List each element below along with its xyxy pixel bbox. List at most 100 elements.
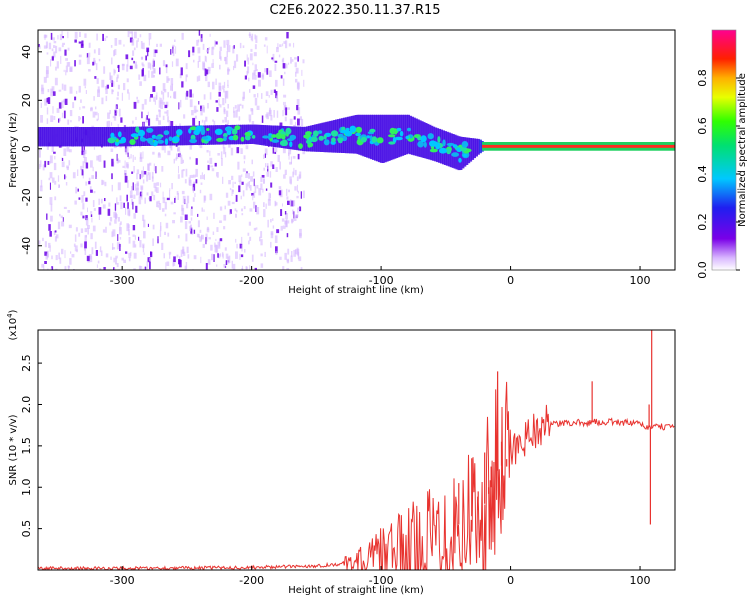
heatmap-band	[197, 125, 201, 145]
heatmap-speckle	[171, 61, 174, 67]
heatmap-speckle	[167, 78, 170, 81]
heatmap-speckle	[188, 50, 191, 58]
heatmap-band	[45, 127, 49, 147]
heatmap-speckle	[295, 121, 296, 128]
y-tick-label: 1.0	[20, 478, 33, 496]
heatmap-band	[263, 125, 267, 146]
colorbar-frame	[711, 29, 737, 271]
heatmap-speckle	[113, 257, 115, 263]
heatmap-speckle	[203, 120, 206, 127]
heatmap-band	[210, 125, 214, 145]
heatmap-speckle	[117, 158, 119, 163]
heatmap-speckle	[148, 197, 150, 200]
heatmap-band	[102, 127, 106, 147]
heatmap-band	[164, 126, 168, 146]
heatmap-speckle	[265, 203, 267, 209]
heatmap-speckle	[102, 180, 105, 185]
heatmap-speckle	[69, 86, 73, 94]
heatmap-speckle	[283, 94, 287, 98]
heatmap-speckle	[223, 214, 227, 221]
heatmap-speckle	[43, 45, 47, 49]
heatmap-speckle	[156, 187, 159, 193]
heatmap-speckle	[104, 198, 106, 202]
heatmap-speckle	[200, 182, 203, 185]
heatmap-speckle	[102, 33, 104, 41]
heatmap-speckle	[39, 45, 41, 49]
heatmap-band	[65, 127, 69, 147]
heatmap-speckle	[206, 226, 210, 231]
heatmap-speckle	[61, 161, 65, 168]
heatmap-speckle	[185, 74, 187, 82]
heatmap-speckle	[247, 232, 250, 236]
heatmap-speckle	[160, 102, 163, 109]
heatmap-speckle	[222, 85, 225, 90]
heatmap-speckle	[154, 187, 157, 192]
heatmap-speckle	[104, 86, 108, 90]
heatmap-speckle	[46, 143, 49, 150]
heatmap-speckle	[72, 102, 75, 109]
heatmap-speckle	[236, 147, 240, 154]
heatmap-speckle	[293, 116, 296, 120]
heatmap-speckle	[212, 119, 214, 122]
heatmap-band	[236, 124, 240, 145]
heatmap-speckle	[260, 263, 264, 268]
heatmap-speckle	[139, 174, 141, 180]
heatmap-band	[41, 127, 45, 147]
heatmap-speckle	[111, 89, 114, 95]
heatmap-speckle	[272, 164, 275, 169]
heatmap-band	[199, 125, 203, 145]
heatmap-speckle	[292, 200, 296, 207]
heatmap-speckle	[170, 95, 172, 99]
heatmap-speckle	[43, 76, 47, 83]
heatmap-speckle	[132, 201, 134, 210]
heatmap-speckle	[121, 92, 123, 101]
heatmap-speckle	[61, 44, 64, 48]
heatmap-speckle	[51, 56, 54, 61]
heatmap-speckle	[160, 222, 162, 230]
heatmap-speckle	[116, 97, 119, 100]
heatmap-speckle	[199, 189, 202, 194]
heatmap-speckle	[192, 117, 196, 126]
heatmap-speckle	[117, 217, 120, 222]
heatmap-speckle	[177, 192, 179, 200]
heatmap-speckle	[179, 151, 181, 158]
heatmap-speckle	[64, 250, 66, 259]
heatmap-peak	[154, 135, 162, 140]
heatmap-speckle	[101, 79, 105, 88]
colorbar-tick-label: 0.0	[696, 261, 709, 279]
heatmap-band	[127, 126, 131, 147]
heatmap-speckle	[236, 243, 238, 249]
heatmap-speckle	[85, 197, 88, 202]
heatmap-speckle	[75, 269, 78, 270]
heatmap-speckle	[256, 105, 260, 110]
heatmap-speckle	[276, 47, 279, 53]
heatmap-speckle	[65, 182, 68, 186]
heatmap-speckle	[135, 205, 138, 213]
heatmap-speckle	[292, 209, 294, 215]
heatmap-speckle	[81, 150, 85, 156]
heatmap-speckle	[112, 243, 114, 250]
heatmap-speckle	[252, 171, 255, 177]
heatmap-speckle	[109, 217, 113, 222]
heatmap-speckle	[249, 265, 251, 270]
heatmap-speckle	[88, 177, 91, 182]
heatmap-speckle	[111, 57, 113, 65]
heatmap-speckle	[105, 253, 109, 258]
heatmap-speckle	[246, 171, 248, 174]
heatmap-speckle	[39, 160, 42, 168]
y-tick-label: 1.5	[20, 437, 33, 455]
heatmap-speckle	[61, 83, 64, 90]
heatmap-speckle	[46, 97, 49, 103]
heatmap-speckle	[118, 159, 121, 163]
heatmap-speckle	[133, 213, 136, 219]
heatmap-speckle	[146, 115, 148, 120]
heatmap-speckle	[264, 251, 266, 257]
heatmap-speckle	[256, 185, 259, 189]
heatmap-speckle	[141, 103, 145, 110]
heatmap-speckle	[46, 118, 49, 124]
snr-scale-label: (x104)	[6, 309, 19, 340]
heatmap-speckle	[100, 198, 103, 204]
heatmap-band	[193, 125, 197, 145]
heatmap-speckle	[200, 175, 202, 180]
heatmap-speckle	[53, 116, 56, 120]
